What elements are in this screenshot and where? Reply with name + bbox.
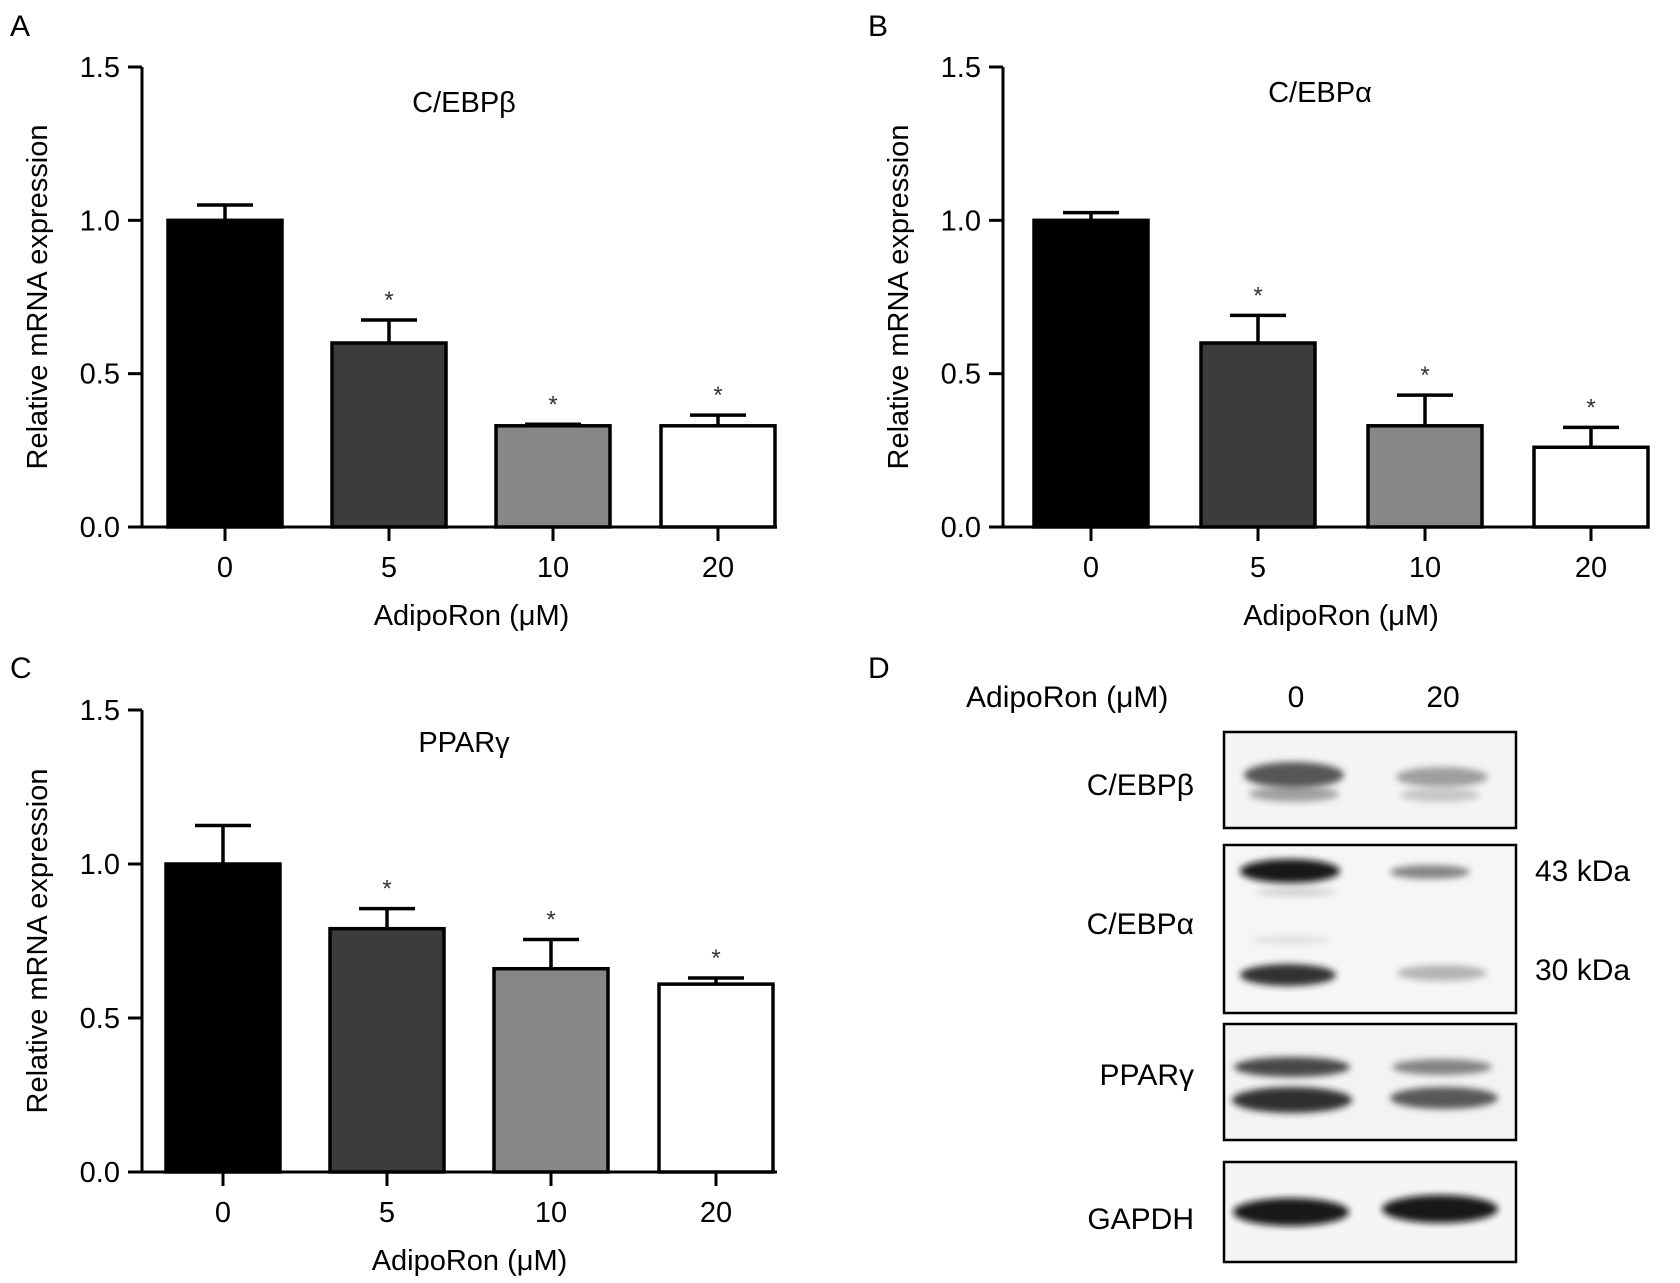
significance-marker: *	[384, 287, 393, 314]
bar	[657, 982, 775, 1174]
chart-title: C/EBPα	[1268, 77, 1372, 109]
y-tick-label: 1.0	[80, 205, 120, 237]
blot-row-label-ppar-gamma: PPARγ	[1100, 1059, 1194, 1092]
blot-row-label-c-ebp-alpha: C/EBPα	[1087, 908, 1194, 941]
blot-image-ppar-gamma	[1222, 1022, 1518, 1142]
bar	[1032, 218, 1150, 529]
blot-row-label-gapdh: GAPDH	[1087, 1203, 1194, 1236]
x-tick-label: 20	[702, 552, 734, 584]
y-tick-label: 0.5	[80, 359, 120, 391]
bar	[330, 341, 448, 529]
x-tick-label: 0	[217, 552, 233, 584]
panel-letter-c: C	[10, 652, 32, 685]
x-axis-title: AdipoRon (μM)	[372, 1245, 568, 1277]
significance-marker: *	[711, 945, 720, 972]
y-axis-title: Relative mRNA expression	[22, 125, 54, 470]
panel-letter-b: B	[868, 10, 888, 43]
x-tick-label: 5	[379, 1197, 395, 1229]
y-tick-label: 1.0	[941, 205, 981, 237]
y-tick-label: 0.0	[80, 1157, 120, 1189]
blot-lane-label-0: 0	[1288, 681, 1305, 714]
chart-title: C/EBPβ	[412, 87, 516, 119]
y-tick-label: 1.5	[80, 695, 120, 727]
panel-letter-a: A	[10, 10, 30, 43]
bar	[492, 966, 610, 1174]
bar	[1532, 445, 1650, 529]
chart-a-c-ebp-beta: C/EBPβ 0.0 0.5 1.0 1.5 Relative mRNA expressi…	[22, 52, 777, 632]
x-tick-label: 20	[700, 1197, 732, 1229]
blot-row-label-c-ebp-beta: C/EBPβ	[1087, 769, 1194, 802]
blot-lane-label-20: 20	[1426, 681, 1459, 714]
significance-marker: *	[382, 876, 391, 903]
x-tick-label: 5	[381, 552, 397, 584]
significance-marker: *	[1420, 362, 1429, 389]
y-tick-label: 0.5	[80, 1003, 120, 1035]
panel-letter-d: D	[868, 652, 890, 685]
x-tick-label: 10	[537, 552, 569, 584]
y-tick-label: 1.5	[941, 52, 981, 84]
x-axis-title: AdipoRon (μM)	[1243, 600, 1439, 632]
blot-header-label: AdipoRon (μM)	[966, 681, 1168, 714]
bar	[328, 926, 446, 1174]
bar	[164, 862, 282, 1174]
western-blot: AdipoRon (μM) 0 20 C/EBPβ C/EBPα 43 kDa …	[966, 681, 1630, 1264]
y-tick-label: 1.5	[80, 52, 120, 84]
significance-marker: *	[1586, 394, 1595, 421]
significance-marker: *	[713, 382, 722, 409]
chart-title: PPARγ	[418, 727, 510, 759]
chart-c-ppar-gamma: PPARγ 0.0 0.5 1.0 1.5 Relative mRNA expressio…	[22, 695, 777, 1277]
bar	[659, 424, 777, 529]
y-axis-title: Relative mRNA expression	[22, 769, 54, 1114]
bar	[1199, 341, 1317, 529]
x-tick-label: 20	[1575, 552, 1607, 584]
y-axis-title: Relative mRNA expression	[883, 125, 915, 470]
x-tick-label: 5	[1250, 552, 1266, 584]
bar	[1366, 424, 1484, 529]
blot-size-30kda: 30 kDa	[1535, 954, 1630, 987]
y-tick-label: 0.5	[941, 359, 981, 391]
blot-image-c-ebp-beta	[1222, 730, 1518, 830]
blot-size-43kda: 43 kDa	[1535, 855, 1630, 888]
blot-image-c-ebp-alpha	[1222, 843, 1518, 1015]
significance-marker: *	[1253, 282, 1262, 309]
x-tick-label: 10	[1409, 552, 1441, 584]
bar	[494, 424, 612, 529]
blot-image-gapdh	[1222, 1160, 1518, 1264]
bar	[166, 218, 284, 529]
x-axis-title: AdipoRon (μM)	[374, 600, 570, 632]
significance-marker: *	[548, 391, 557, 418]
y-tick-label: 0.0	[941, 512, 981, 544]
x-tick-label: 0	[1083, 552, 1099, 584]
x-tick-label: 0	[215, 1197, 231, 1229]
significance-marker: *	[546, 906, 555, 933]
y-tick-label: 0.0	[80, 512, 120, 544]
x-tick-label: 10	[535, 1197, 567, 1229]
chart-b-c-ebp-alpha: C/EBPα 0.0 0.5 1.0 1.5 Relative mRNA expressi…	[883, 52, 1650, 632]
y-tick-label: 1.0	[80, 849, 120, 881]
